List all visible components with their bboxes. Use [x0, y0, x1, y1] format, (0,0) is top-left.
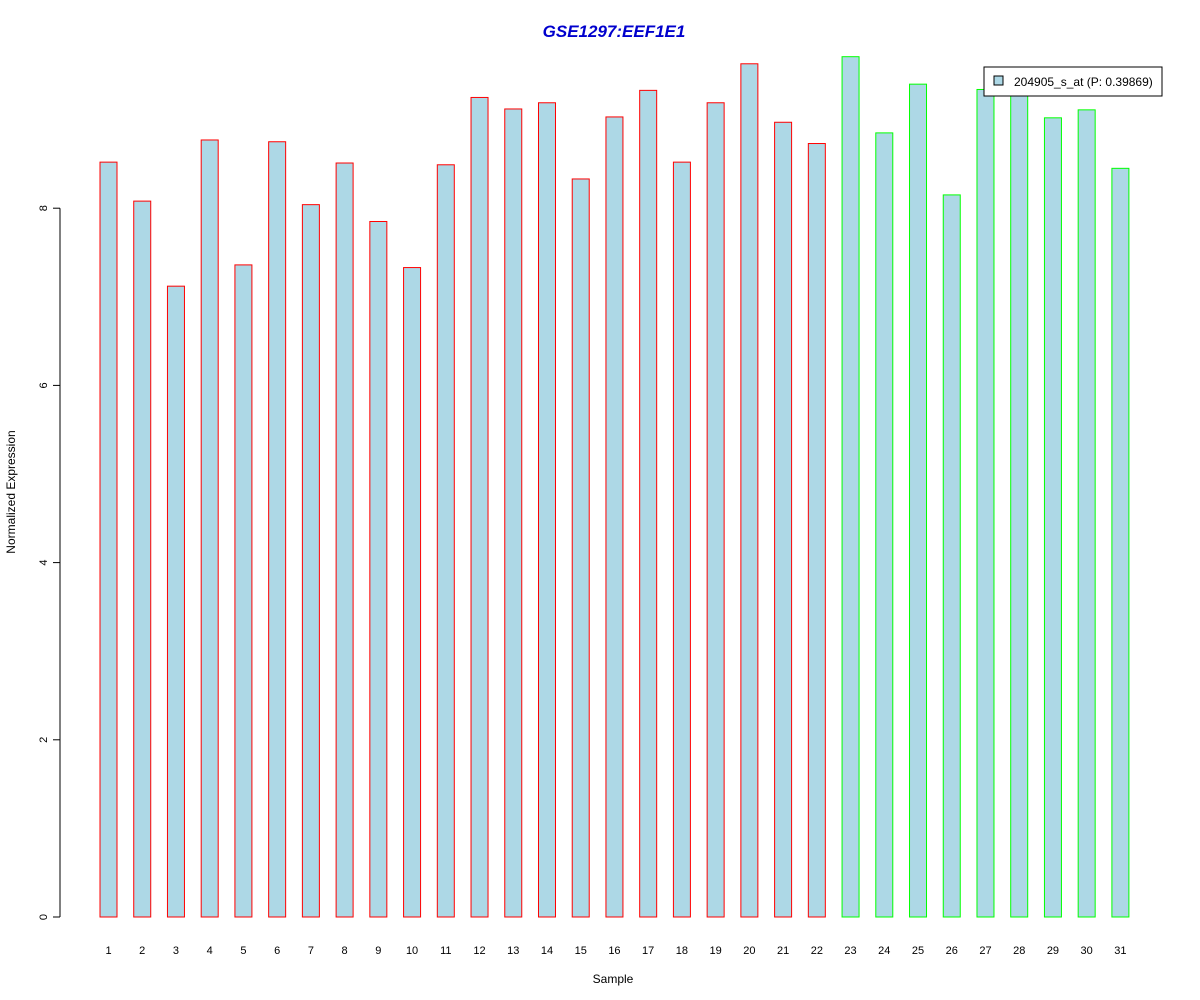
x-tick-label: 6 — [274, 945, 280, 957]
bar-sample-3 — [166, 285, 185, 918]
bar-sample-19 — [706, 102, 725, 918]
bar-sample-9 — [369, 220, 388, 918]
chart-title: GSE1297:EEF1E1 — [543, 22, 686, 41]
y-tick-label: 2 — [38, 737, 50, 743]
legend-box — [983, 66, 1163, 97]
bars-group — [99, 56, 1130, 918]
x-tick-label: 29 — [1047, 945, 1059, 957]
x-tick-label: 24 — [878, 945, 890, 957]
bar-sample-15 — [571, 178, 590, 918]
x-tick-label: 28 — [1013, 945, 1025, 957]
x-tick-label: 30 — [1081, 945, 1093, 957]
bar-sample-2 — [133, 200, 152, 918]
x-tick-label: 18 — [676, 945, 688, 957]
legend-swatch — [993, 75, 1004, 86]
bar-sample-18 — [672, 161, 691, 918]
x-tick-label: 25 — [912, 945, 924, 957]
x-tick-label: 4 — [207, 945, 213, 957]
bar-sample-26 — [942, 194, 961, 918]
x-tick-label: 13 — [507, 945, 519, 957]
bar-sample-1 — [99, 161, 118, 918]
y-tick-label: 6 — [38, 382, 50, 388]
x-tick-label: 2 — [139, 945, 145, 957]
x-tick-label: 1 — [105, 945, 111, 957]
bar-sample-12 — [470, 96, 489, 918]
x-tick-label: 5 — [240, 945, 246, 957]
bar-sample-14 — [537, 102, 556, 918]
x-tick-label: 15 — [575, 945, 587, 957]
x-tick-label: 10 — [406, 945, 418, 957]
bar-sample-7 — [301, 204, 320, 918]
bar-sample-29 — [1043, 117, 1062, 918]
x-tick-label: 22 — [811, 945, 823, 957]
x-tick-label: 20 — [743, 945, 755, 957]
x-tick-label: 7 — [308, 945, 314, 957]
bar-sample-30 — [1077, 109, 1096, 918]
x-tick-label: 12 — [473, 945, 485, 957]
x-tick-labels: 1 2 3 4 5 6 7 8 9 10 11 12 13 14 15 16 17 18 19 20 21 22 23 24 2… — [105, 945, 1126, 957]
bar-sample-21 — [774, 121, 793, 918]
bar-sample-8 — [335, 162, 354, 918]
x-tick-label: 31 — [1114, 945, 1126, 957]
bar-sample-11 — [436, 164, 455, 918]
bar-sample-25 — [909, 83, 928, 918]
bar-sample-24 — [875, 132, 894, 918]
bar-sample-6 — [268, 141, 287, 918]
bar-sample-4 — [200, 139, 219, 918]
bar-sample-5 — [234, 264, 253, 918]
x-tick-label: 8 — [342, 945, 348, 957]
y-axis-label: Normalized Expression — [4, 430, 18, 553]
x-tick-label: 9 — [375, 945, 381, 957]
x-tick-label: 17 — [642, 945, 654, 957]
bar-sample-17 — [639, 89, 658, 918]
legend: 204905_s_at (P: 0.39869) — [983, 66, 1163, 97]
x-tick-label: 11 — [440, 945, 451, 957]
bar-sample-22 — [807, 143, 826, 918]
x-axis-label: Sample — [593, 972, 634, 986]
bar-sample-27 — [976, 88, 995, 918]
bar-sample-10 — [403, 267, 422, 918]
y-tick-label: 4 — [38, 560, 50, 566]
bar-sample-20 — [740, 63, 759, 918]
bar-sample-31 — [1111, 167, 1130, 918]
bar-sample-28 — [1010, 89, 1029, 918]
bar-sample-16 — [605, 116, 624, 918]
x-tick-label: 26 — [946, 945, 958, 957]
x-tick-label: 21 — [777, 945, 789, 957]
bar-sample-13 — [504, 108, 523, 918]
x-tick-label: 23 — [844, 945, 856, 957]
x-tick-label: 27 — [979, 945, 991, 957]
x-tick-label: 19 — [710, 945, 722, 957]
x-tick-label: 16 — [608, 945, 620, 957]
x-tick-label: 3 — [173, 945, 179, 957]
bar-sample-23 — [841, 56, 860, 918]
y-tick-label: 8 — [38, 205, 50, 211]
legend-label: 204905_s_at (P: 0.39869) — [1014, 75, 1153, 89]
y-axis: 0 2 4 6 8 — [38, 205, 61, 920]
x-tick-label: 14 — [541, 945, 553, 957]
y-tick-label: 0 — [38, 914, 50, 920]
